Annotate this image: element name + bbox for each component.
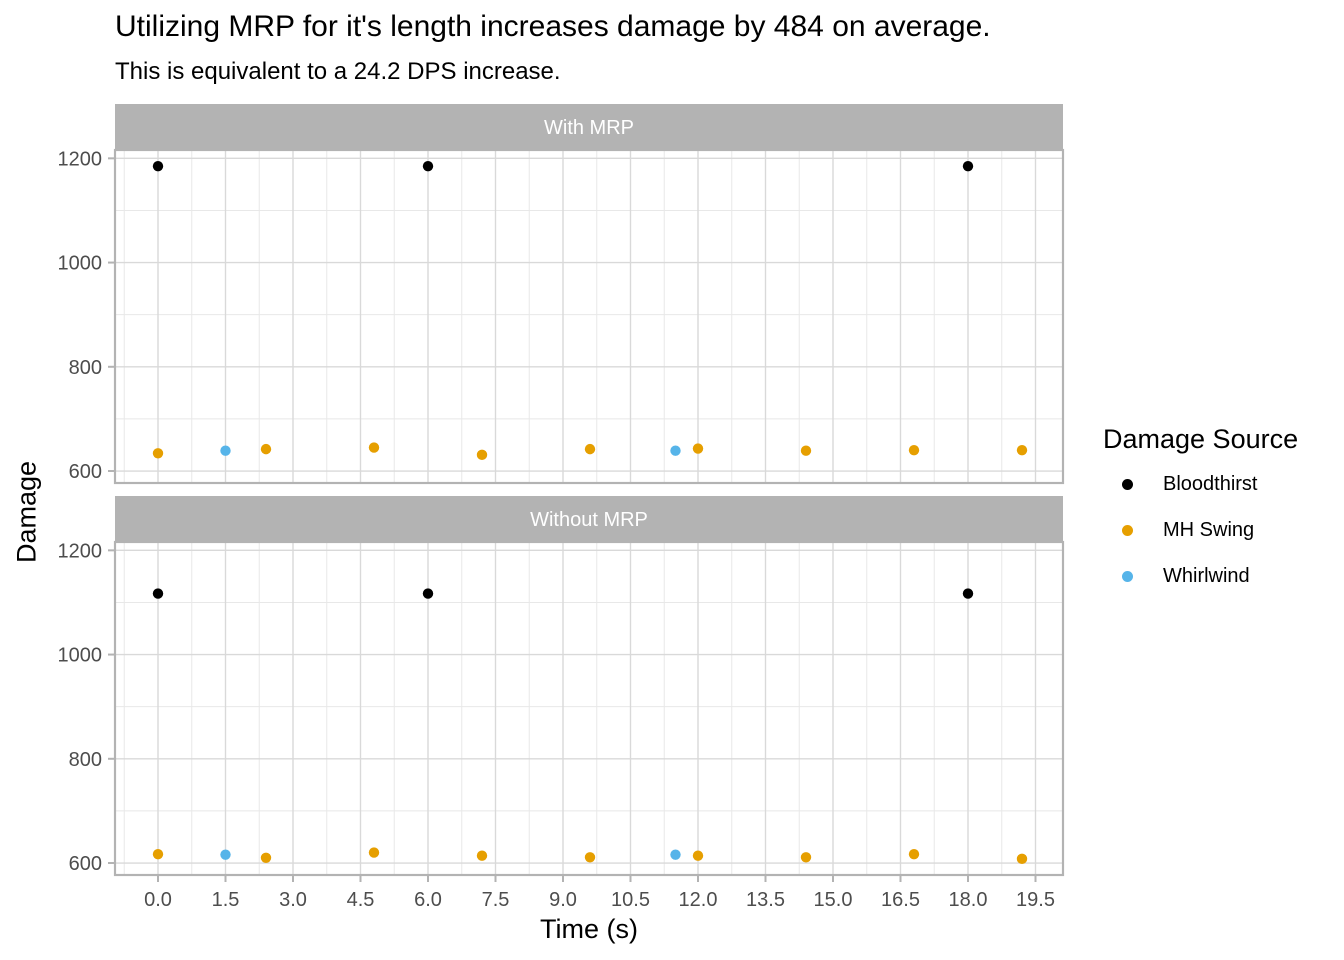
- data-point-bloodthirst: [422, 588, 434, 599]
- facet-strip-label: Without MRP: [530, 509, 648, 531]
- y-tick-label: 1200: [58, 148, 103, 170]
- data-point-bloodthirst: [422, 160, 434, 172]
- legend-label-bloodthirst: Bloodthirst: [1163, 472, 1258, 495]
- data-point-mh-swing: [152, 848, 164, 860]
- data-point-whirlwind: [220, 445, 231, 456]
- data-point-bloodthirst: [962, 588, 974, 599]
- legend-title: Damage Source: [1103, 424, 1299, 454]
- legend-key: [1103, 570, 1151, 582]
- data-point-bloodthirst: [152, 588, 164, 599]
- x-tick-label: 1.5: [212, 889, 240, 911]
- x-tick-label: 10.5: [611, 889, 650, 911]
- data-point-whirlwind: [670, 445, 681, 456]
- data-point-bloodthirst: [152, 160, 164, 172]
- data-point-mh-swing: [584, 443, 596, 455]
- legend: Damage Source Bloodthirst MH Swing Whirl…: [1103, 424, 1298, 609]
- facet-strip: [115, 104, 1063, 150]
- legend-label-whirlwind: Whirlwind: [1163, 564, 1250, 587]
- data-point-mh-swing: [692, 443, 704, 454]
- legend-key-dot-mh-swing-icon: [1121, 524, 1133, 536]
- x-axis-title: Time (s): [540, 914, 638, 944]
- x-tick-label: 3.0: [279, 889, 307, 911]
- x-tick-label: 19.5: [1016, 889, 1055, 911]
- facet-strip: [115, 496, 1063, 542]
- data-point-whirlwind: [670, 849, 681, 860]
- x-tick-label: 16.5: [881, 889, 920, 911]
- panel-border: [113, 540, 1065, 877]
- legend-key-dot-bloodthirst-icon: [1121, 478, 1133, 490]
- x-tick-label: 13.5: [746, 889, 785, 911]
- y-tick-label: 1000: [58, 645, 103, 667]
- data-point-mh-swing: [368, 847, 380, 858]
- data-point-mh-swing: [1016, 853, 1028, 865]
- x-tick-label: 7.5: [482, 889, 510, 911]
- data-point-mh-swing: [260, 443, 272, 455]
- data-point-bloodthirst: [962, 160, 974, 172]
- y-tick-label: 1200: [58, 540, 103, 562]
- legend-label-mh-swing: MH Swing: [1163, 518, 1255, 541]
- y-tick-label: 600: [69, 853, 102, 875]
- data-point-mh-swing: [476, 850, 488, 861]
- data-point-mh-swing: [476, 449, 488, 461]
- data-point-mh-swing: [800, 852, 812, 863]
- data-point-mh-swing: [584, 852, 596, 863]
- x-tick-label: 6.0: [414, 889, 442, 911]
- legend-key: [1103, 478, 1151, 490]
- y-tick-label: 1000: [58, 253, 103, 275]
- x-tick-label: 0.0: [144, 889, 172, 911]
- legend-entry-mh-swing: MH Swing: [1103, 517, 1298, 543]
- data-point-mh-swing: [152, 448, 164, 459]
- y-tick-label: 600: [69, 461, 102, 483]
- x-tick-label: 15.0: [814, 889, 853, 911]
- x-tick-label: 12.0: [679, 889, 718, 911]
- y-tick-label: 800: [69, 749, 102, 771]
- y-tick-label: 800: [69, 357, 102, 379]
- data-point-mh-swing: [368, 442, 380, 453]
- facet-strip-label: With MRP: [544, 117, 634, 139]
- x-tick-label: 18.0: [949, 889, 988, 911]
- chart-title: Utilizing MRP for it's length increases …: [115, 10, 991, 43]
- legend-key: [1103, 524, 1151, 536]
- x-tick-label: 4.5: [347, 889, 375, 911]
- data-point-mh-swing: [908, 444, 920, 456]
- data-point-mh-swing: [1016, 444, 1028, 456]
- legend-key-dot-whirlwind-icon: [1121, 570, 1133, 582]
- y-axis-title: Damage: [11, 460, 42, 564]
- legend-entry-whirlwind: Whirlwind: [1103, 563, 1298, 589]
- data-point-mh-swing: [692, 850, 704, 861]
- data-point-mh-swing: [260, 852, 272, 864]
- chart-subtitle: This is equivalent to a 24.2 DPS increas…: [115, 58, 561, 85]
- data-point-whirlwind: [220, 849, 231, 860]
- panel-border: [113, 148, 1065, 485]
- data-point-mh-swing: [800, 445, 812, 456]
- data-point-mh-swing: [908, 848, 920, 860]
- x-tick-label: 9.0: [549, 889, 577, 911]
- legend-entry-bloodthirst: Bloodthirst: [1103, 471, 1298, 497]
